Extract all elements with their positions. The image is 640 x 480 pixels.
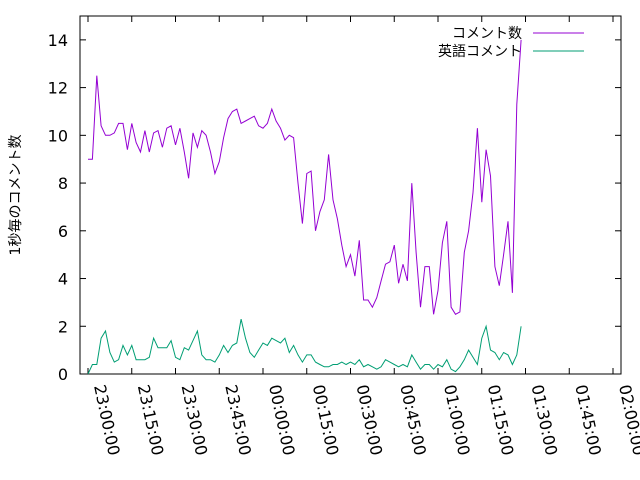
- y-tick-label: 12: [48, 79, 68, 98]
- y-tick-label: 6: [58, 222, 68, 241]
- x-tick-label: 01:30:00: [528, 383, 562, 457]
- legend-label-2: 英語コメント: [438, 43, 522, 60]
- x-tick-label: 23:15:00: [134, 383, 168, 457]
- x-tick-label: 01:00:00: [440, 383, 474, 457]
- y-tick-label: 10: [48, 126, 68, 145]
- series-line-1: [88, 39, 522, 315]
- y-axis-label: 1秒毎のコメント数: [8, 135, 24, 256]
- x-tick-label: 01:15:00: [484, 383, 518, 457]
- y-axis: 0 2 4 6 8 10 12 14: [48, 31, 621, 384]
- x-tick-label: 00:15:00: [309, 383, 343, 457]
- y-tick-label: 0: [58, 365, 68, 384]
- series-line-2: [87, 318, 522, 375]
- x-tick-label: 23:30:00: [178, 383, 212, 457]
- legend-label-1: コメント数: [452, 26, 522, 42]
- x-tick-label: 00:30:00: [353, 383, 387, 457]
- y-tick-label: 4: [58, 270, 68, 289]
- plot-frame: [79, 15, 622, 375]
- x-tick-label: 00:00:00: [265, 383, 299, 457]
- x-tick-label: 23:45:00: [221, 383, 255, 457]
- y-tick-label: 2: [58, 317, 68, 336]
- x-tick-label: 02:00:00: [615, 383, 640, 457]
- x-tick-label: 00:45:00: [396, 383, 430, 457]
- series-layer: [87, 39, 522, 375]
- y-tick-label: 8: [58, 174, 68, 193]
- x-tick-label: 01:45:00: [571, 383, 605, 457]
- x-tick-label: 23:00:00: [90, 383, 124, 457]
- x-axis: 23:00:00 23:15:00 23:30:00 23:45:00 00:00:00…: [87, 16, 640, 457]
- y-tick-label: 14: [48, 31, 68, 50]
